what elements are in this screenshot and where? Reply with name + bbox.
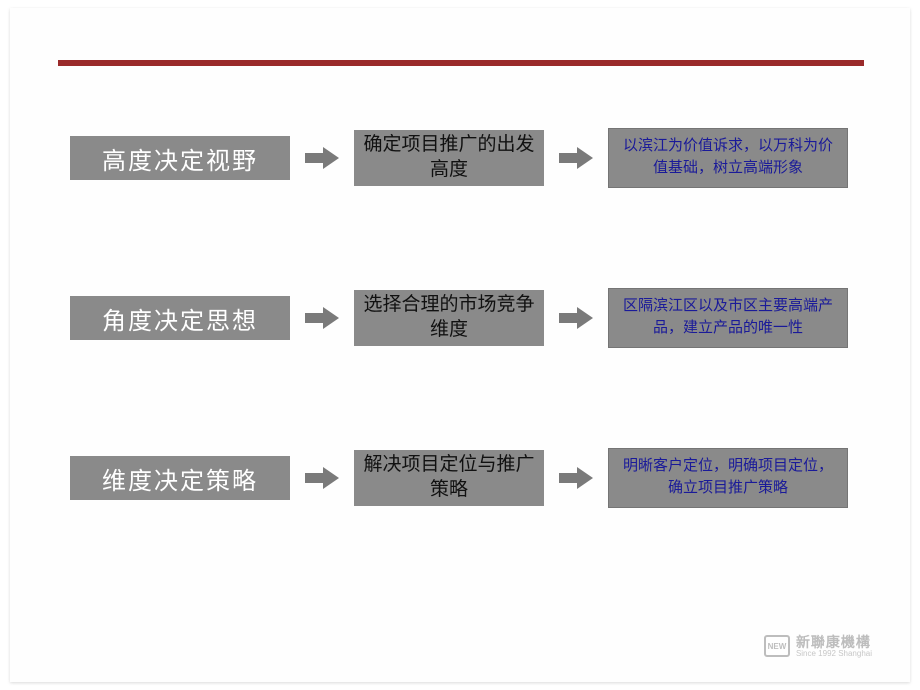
top-rule: [58, 60, 864, 66]
row-1: 高度决定视野 确定项目推广的出发高度 以滨江为价值诉求，以万科为价值基础，树立高…: [70, 128, 870, 188]
row-3-title: 维度决定策略: [70, 456, 290, 500]
arrow-icon: [556, 303, 596, 333]
logo-company-cn: 新聯康機構: [796, 635, 872, 650]
logo-company-en: Since 1992 Shanghai: [796, 650, 872, 658]
row-1-mid: 确定项目推广的出发高度: [354, 130, 544, 186]
row-1-right: 以滨江为价值诉求，以万科为价值基础，树立高端形象: [608, 128, 848, 188]
row-1-title: 高度决定视野: [70, 136, 290, 180]
row-2-title: 角度决定思想: [70, 296, 290, 340]
arrow-icon: [302, 463, 342, 493]
diagram-rows: 高度决定视野 确定项目推广的出发高度 以滨江为价值诉求，以万科为价值基础，树立高…: [70, 128, 870, 508]
row-3: 维度决定策略 解决项目定位与推广策略 明晰客户定位，明确项目定位，确立项目推广策…: [70, 448, 870, 508]
row-2-right: 区隔滨江区以及市区主要高端产品，建立产品的唯一性: [608, 288, 848, 348]
row-2-mid: 选择合理的市场竞争维度: [354, 290, 544, 346]
arrow-icon: [556, 143, 596, 173]
logo-badge-icon: NEW: [764, 635, 790, 657]
row-2: 角度决定思想 选择合理的市场竞争维度 区隔滨江区以及市区主要高端产品，建立产品的…: [70, 288, 870, 348]
row-3-mid: 解决项目定位与推广策略: [354, 450, 544, 506]
row-3-right: 明晰客户定位，明确项目定位，确立项目推广策略: [608, 448, 848, 508]
footer-logo: NEW 新聯康機構 Since 1992 Shanghai: [764, 635, 872, 658]
arrow-icon: [302, 143, 342, 173]
logo-text: 新聯康機構 Since 1992 Shanghai: [796, 635, 872, 658]
arrow-icon: [556, 463, 596, 493]
arrow-icon: [302, 303, 342, 333]
slide: 高度决定视野 确定项目推广的出发高度 以滨江为价值诉求，以万科为价值基础，树立高…: [10, 8, 910, 682]
